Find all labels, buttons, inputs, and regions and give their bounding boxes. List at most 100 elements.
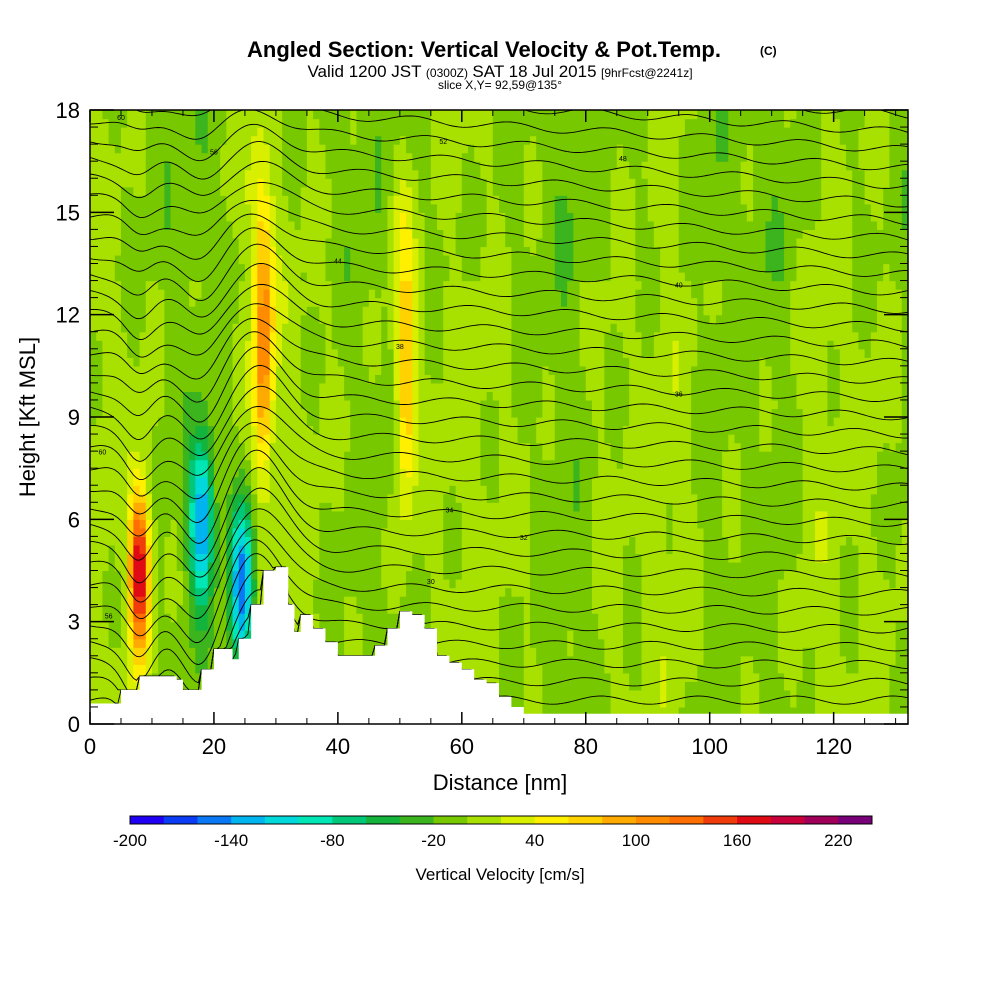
field-cell: [114, 425, 122, 435]
field-cell: [207, 596, 215, 606]
field-cell: [511, 604, 519, 614]
field-cell: [176, 544, 184, 555]
field-cell: [344, 493, 351, 503]
field-cell: [313, 604, 320, 614]
field-cell: [375, 169, 382, 179]
field-cell: [195, 152, 203, 162]
field-cell: [356, 340, 364, 350]
field-cell: [269, 314, 277, 324]
field-cell: [344, 297, 351, 307]
field-cell: [387, 570, 395, 580]
field-cell: [251, 579, 258, 589]
field-cell: [189, 519, 196, 529]
field-cell: [151, 417, 159, 427]
field-cell: [499, 229, 506, 239]
field-cell: [257, 152, 265, 162]
field-cell: [350, 220, 358, 230]
field-cell: [90, 127, 97, 137]
field-cell: [114, 357, 122, 367]
field-cell: [158, 331, 165, 341]
field-cell: [232, 297, 240, 307]
field-cell: [282, 272, 289, 282]
field-cell: [195, 664, 203, 674]
field-cell: [468, 263, 475, 273]
field-cell: [393, 425, 401, 435]
field-cell: [443, 178, 451, 188]
field-cell: [201, 246, 209, 256]
field-cell: [319, 374, 327, 384]
field-cell: [170, 442, 178, 452]
field-cell: [226, 382, 234, 393]
field-cell: [158, 613, 165, 623]
field-cell: [381, 280, 389, 290]
field-cell: [368, 297, 376, 307]
field-cell: [387, 263, 395, 273]
field-cell: [449, 186, 457, 196]
field-cell: [511, 297, 519, 307]
field-cell: [325, 118, 333, 128]
field-cell: [238, 613, 246, 623]
field-cell: [288, 502, 296, 512]
field-cell: [120, 451, 128, 461]
field-cell: [263, 186, 271, 196]
field-cell: [362, 510, 370, 520]
field-cell: [412, 110, 420, 120]
field-cell: [282, 340, 289, 350]
field-cell: [263, 527, 271, 537]
field-cell: [325, 272, 333, 282]
field-cell: [257, 357, 265, 367]
field-cell: [331, 127, 339, 137]
field-cell: [313, 502, 320, 512]
field-cell: [424, 408, 432, 418]
field-cell: [356, 374, 364, 384]
field-cell: [486, 570, 494, 580]
field-cell: [418, 485, 426, 495]
field-cell: [275, 161, 283, 171]
field-cell: [145, 579, 153, 589]
field-cell: [139, 425, 147, 435]
field-cell: [189, 638, 196, 648]
field-cell: [356, 399, 364, 410]
field-cell: [399, 178, 407, 188]
field-cell: [449, 246, 457, 256]
field-cell: [325, 621, 333, 631]
field-cell: [257, 254, 265, 265]
field-cell: [127, 195, 134, 205]
field-cell: [505, 331, 512, 341]
field-cell: [244, 476, 252, 486]
field-cell: [238, 323, 246, 333]
field-cell: [455, 536, 463, 546]
field-cell: [275, 229, 283, 239]
field-cell: [418, 195, 426, 205]
field-cell: [344, 186, 351, 196]
field-cell: [257, 280, 265, 290]
field-cell: [275, 382, 283, 393]
field-cell: [164, 476, 172, 486]
field-cell: [319, 340, 327, 350]
field-cell: [356, 434, 364, 444]
field-cell: [399, 220, 407, 230]
field-cell: [102, 596, 110, 606]
field-cell: [139, 135, 147, 145]
field-cell: [443, 357, 451, 367]
field-cell: [430, 314, 438, 324]
field-cell: [505, 161, 512, 171]
field-cell: [461, 613, 469, 623]
field-cell: [238, 169, 246, 179]
field-cell: [275, 510, 283, 520]
field-cell: [505, 152, 512, 162]
field-cell: [368, 254, 376, 265]
field-cell: [158, 502, 165, 512]
field-cell: [145, 178, 153, 188]
field-cell: [344, 263, 351, 273]
field-cell: [114, 195, 122, 205]
field-cell: [182, 340, 190, 350]
field-cell: [437, 476, 444, 486]
field-cell: [269, 272, 277, 282]
field-cell: [127, 280, 134, 290]
field-cell: [468, 331, 475, 341]
field-cell: [182, 169, 190, 179]
field-cell: [412, 544, 420, 555]
field-cell: [399, 348, 407, 358]
field-cell: [220, 118, 227, 128]
